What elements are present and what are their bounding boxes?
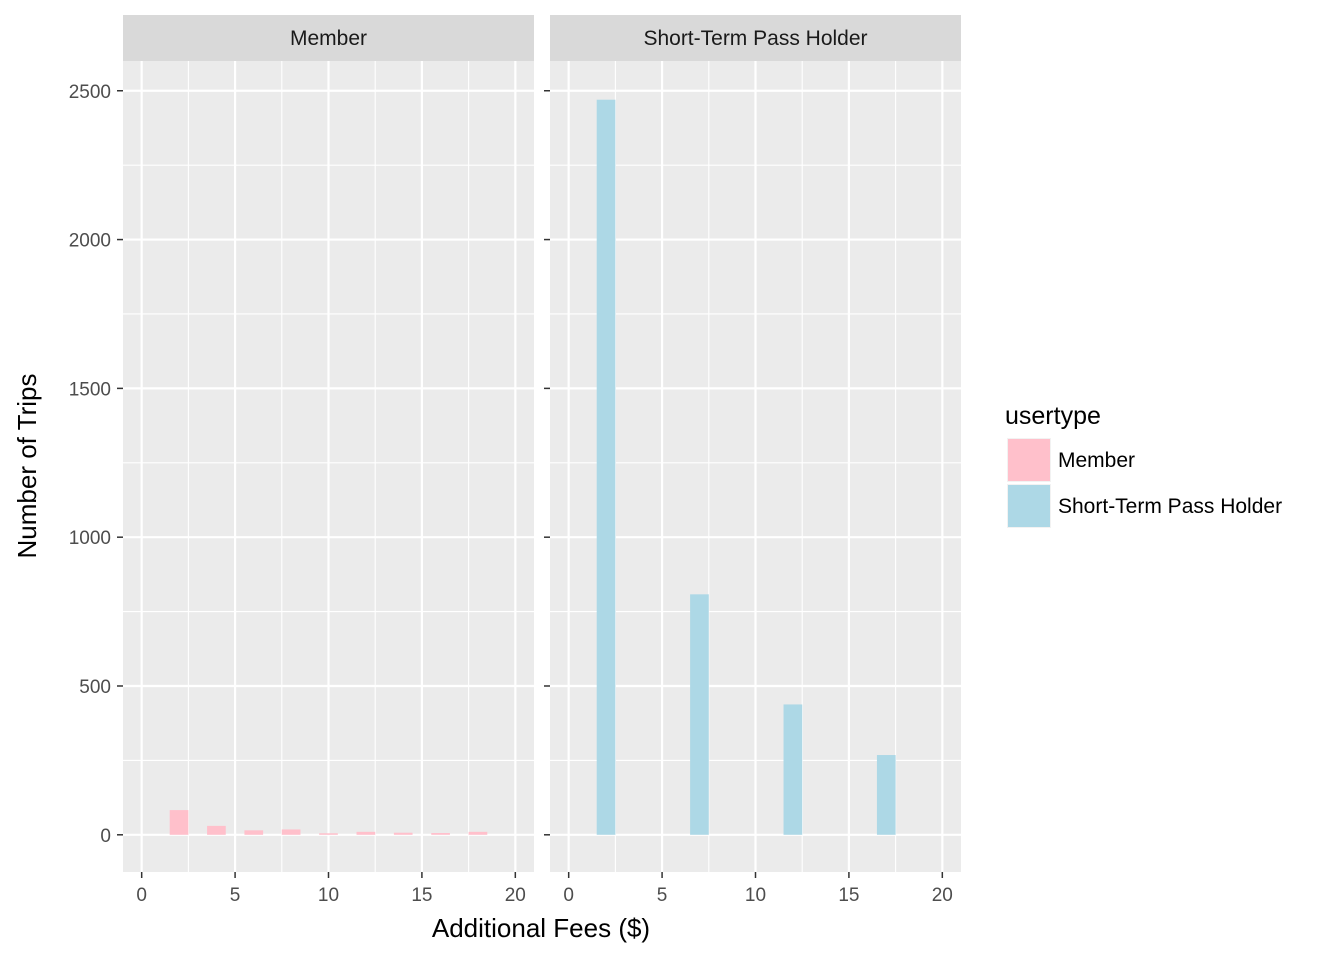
x-tick-label: 20 — [505, 885, 526, 906]
panels: Member 0 5 10 15 20 0 500 1000 1500 2000 2500 Short-… — [69, 15, 961, 906]
y-tick-label: 2000 — [69, 231, 111, 252]
x-tick-label: 15 — [411, 885, 432, 906]
bar — [319, 833, 338, 835]
panel-strip-label: Short-Term Pass Holder — [643, 27, 867, 50]
bar — [207, 825, 226, 835]
x-tick-label: 5 — [657, 885, 668, 906]
panel-strip — [123, 15, 534, 61]
legend-key — [1008, 485, 1050, 527]
legend: usertype Member Short-Term Pass Holder — [1005, 402, 1282, 528]
y-tick-label: 0 — [100, 826, 111, 847]
bar — [431, 833, 450, 835]
y-tick-label: 500 — [79, 677, 111, 698]
legend-title: usertype — [1005, 402, 1101, 430]
panel-strip-label: Member — [290, 27, 367, 50]
legend-label: Member — [1058, 449, 1135, 472]
bar — [783, 704, 803, 835]
x-tick-label: 10 — [745, 885, 766, 906]
x-tick-label: 10 — [318, 885, 339, 906]
bar — [596, 99, 616, 835]
y-tick-label: 1000 — [69, 528, 111, 549]
panel-0: Member 0 5 10 15 20 0 500 1000 1500 2000 2500 — [69, 15, 534, 906]
x-tick-label: 0 — [563, 885, 574, 906]
bar — [468, 831, 488, 835]
bar — [356, 831, 376, 835]
y-tick-label: 1500 — [69, 379, 111, 400]
y-axis-title: Number of Trips — [12, 374, 42, 559]
bar — [393, 832, 413, 835]
panel-strip — [550, 15, 961, 61]
panel-1: Short-Term Pass Holder 0 5 10 15 20 — [544, 15, 961, 906]
bar — [876, 755, 896, 835]
x-tick-label: 15 — [838, 885, 859, 906]
y-tick-label: 2500 — [69, 82, 111, 103]
x-tick-label: 0 — [136, 885, 147, 906]
bar — [244, 830, 264, 835]
legend-label: Short-Term Pass Holder — [1058, 495, 1282, 518]
legend-key — [1008, 439, 1050, 481]
x-axis-title: Additional Fees ($) — [432, 913, 650, 943]
x-tick-label: 20 — [932, 885, 953, 906]
bar — [690, 594, 709, 835]
x-tick-label: 5 — [230, 885, 241, 906]
bar — [281, 829, 301, 835]
bar — [169, 810, 189, 835]
